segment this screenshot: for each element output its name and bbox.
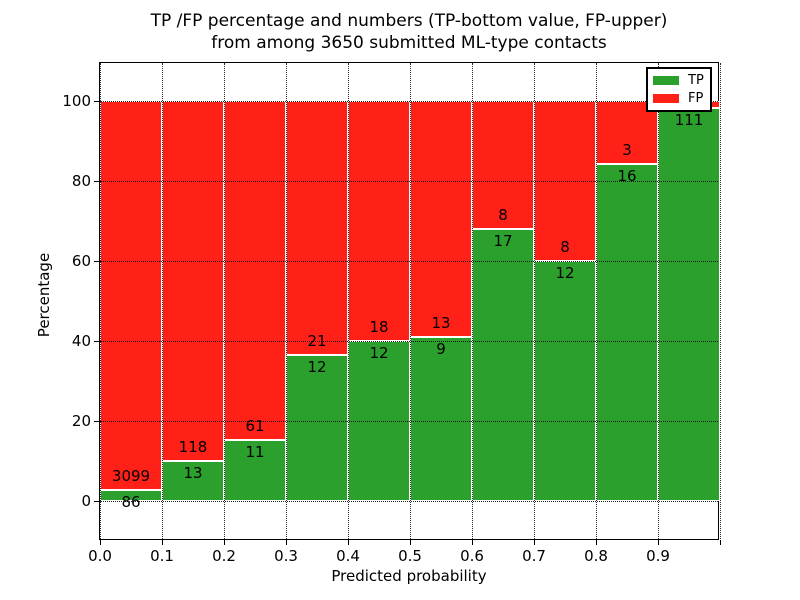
fp-count-label: 3099 (111, 467, 151, 486)
plot-area: 3099 86 118 13 61 11 21 12 18 12 13 9 8 17 8 12 3 16 111 0… (62, 62, 721, 565)
fp-count-label: 118 (178, 438, 208, 457)
gridline-horizontal (100, 501, 718, 502)
bar-fp-segment (286, 101, 348, 356)
tp-count-label: 13 (183, 464, 203, 483)
x-tick-mark (224, 540, 225, 545)
tp-count-label: 111 (674, 111, 704, 130)
fp-legend-swatch (653, 94, 679, 103)
legend-entry: FP (653, 92, 705, 105)
x-tick-mark (658, 540, 659, 545)
fp-count-label: 18 (369, 318, 389, 336)
bar-tp-segment (534, 261, 596, 501)
tp-count-label: 12 (307, 358, 327, 377)
tp-count-label: 9 (436, 340, 446, 359)
x-tick-mark (472, 540, 473, 545)
x-tick-mark (720, 540, 721, 545)
bar-tp-segment (472, 229, 534, 501)
x-tick-label: 0.4 (336, 547, 360, 565)
gridline-vertical (348, 63, 349, 539)
x-tick-mark (596, 540, 597, 545)
y-tick-label: 100 (62, 92, 91, 110)
bar-fp-segment (410, 101, 472, 338)
gridline-vertical (596, 63, 597, 539)
bar-fp-segment (348, 101, 410, 341)
gridline-vertical (162, 63, 163, 539)
x-tick-label: 0.8 (584, 547, 608, 565)
legend-entry: TP (653, 74, 705, 87)
gridline-horizontal (100, 341, 718, 342)
x-tick-label: 0.0 (88, 547, 112, 565)
y-tick-label: 0 (81, 492, 91, 510)
x-tick-label: 0.3 (274, 547, 298, 565)
y-tick-label: 20 (71, 412, 91, 430)
y-tick-mark (94, 181, 100, 182)
fp-count-label: 8 (560, 238, 570, 256)
chart-title: TP /FP percentage and numbers (TP-bottom… (0, 10, 800, 55)
chart-title-line2: from among 3650 submitted ML-type contac… (211, 33, 607, 54)
bar-tp-segment (410, 337, 472, 501)
fp-count-label: 13 (431, 314, 451, 333)
tp-count-label: 12 (555, 264, 575, 282)
gridline-horizontal (100, 181, 718, 182)
legend: TP FP (646, 67, 712, 112)
x-tick-label: 0.1 (150, 547, 174, 565)
bar-tp-segment (162, 461, 224, 501)
tp-legend-swatch (653, 76, 679, 85)
x-tick-label: 0.2 (212, 547, 236, 565)
y-tick-label: 40 (71, 332, 91, 350)
bar-fp-segment (224, 101, 286, 440)
tp-count-label: 11 (245, 442, 265, 461)
x-tick-mark (534, 540, 535, 545)
y-tick-mark (94, 501, 100, 502)
gridline-vertical (534, 63, 535, 539)
y-tick-label: 80 (71, 172, 91, 190)
gridline-horizontal (100, 101, 718, 102)
x-axis-label: Predicted probability (331, 567, 487, 585)
legend-entry-label: TP (688, 73, 704, 88)
bar-fp-segment (100, 101, 162, 491)
gridline-vertical (286, 63, 287, 539)
bar-tp-segment (658, 108, 720, 501)
gridline-vertical (224, 63, 225, 539)
bar-tp-segment (596, 164, 658, 501)
tp-count-label: 16 (617, 167, 637, 186)
gridline-vertical (100, 63, 101, 539)
bar-tp-segment (286, 355, 348, 501)
x-tick-mark (162, 540, 163, 545)
fp-count-label: 21 (307, 332, 327, 351)
gridline-horizontal (100, 261, 718, 262)
x-tick-label: 0.7 (522, 547, 546, 565)
y-tick-label: 60 (71, 252, 91, 270)
fp-count-label: 61 (245, 416, 265, 435)
x-tick-mark (100, 540, 101, 545)
legend-entry-label: FP (688, 91, 704, 106)
x-tick-mark (410, 540, 411, 545)
fp-count-label: 3 (622, 141, 632, 160)
chart-title-line1: TP /FP percentage and numbers (TP-bottom… (150, 11, 668, 31)
gridline-vertical (720, 63, 721, 539)
y-axis-label: Percentage (35, 252, 53, 338)
x-tick-label: 0.9 (646, 547, 670, 565)
gridline-horizontal (100, 421, 718, 422)
x-tick-mark (348, 540, 349, 545)
tp-count-label: 12 (369, 344, 389, 362)
x-tick-label: 0.6 (460, 547, 484, 565)
x-tick-mark (286, 540, 287, 545)
y-tick-mark (94, 261, 100, 262)
x-tick-label: 0.5 (398, 547, 422, 565)
tp-count-label: 86 (121, 493, 141, 512)
y-tick-mark (94, 421, 100, 422)
gridline-vertical (472, 63, 473, 539)
fp-count-label: 8 (498, 206, 508, 224)
y-tick-mark (94, 341, 100, 342)
gridline-vertical (410, 63, 411, 539)
gridline-vertical (658, 63, 659, 539)
y-tick-mark (94, 101, 100, 102)
tp-count-label: 17 (493, 232, 513, 250)
bar-fp-segment (162, 101, 224, 462)
